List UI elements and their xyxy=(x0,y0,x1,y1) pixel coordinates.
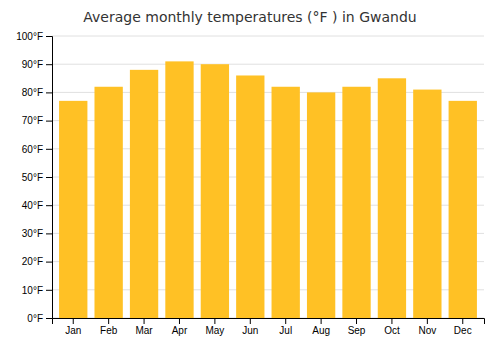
y-tick: 100°F xyxy=(16,31,52,42)
x-tick-label: Jul xyxy=(279,325,292,336)
y-axis: 0°F 10°F 20°F 30°F 40°F 50°F 60°F 70°F 80°F 90°F 1… xyxy=(16,31,52,324)
y-tick: 60°F xyxy=(22,144,52,155)
bar xyxy=(130,70,158,318)
y-tick-label: 0°F xyxy=(27,313,43,324)
x-tick-label: Sep xyxy=(348,325,366,336)
x-tick: Nov xyxy=(418,318,436,336)
bars xyxy=(59,61,477,318)
y-tick-label: 50°F xyxy=(22,172,43,183)
y-tick-mark xyxy=(46,177,52,178)
x-tick-label: Oct xyxy=(384,325,400,336)
x-tick: Mar xyxy=(135,318,153,336)
x-tick: Apr xyxy=(172,318,188,336)
x-tick: Feb xyxy=(100,318,118,336)
y-tick-label: 70°F xyxy=(22,115,43,126)
x-axis: Jan Feb Mar Apr May Jun Jul Aug Sep Oct Nov Dec xyxy=(53,318,485,336)
y-axis-line xyxy=(46,37,53,319)
bar xyxy=(59,101,87,318)
y-tick: 70°F xyxy=(22,115,52,126)
bar xyxy=(378,78,406,318)
x-tick-mark xyxy=(73,318,74,324)
x-axis-line xyxy=(53,319,485,325)
y-tick-label: 90°F xyxy=(22,59,43,70)
x-tick-mark xyxy=(427,318,428,324)
y-tick-mark xyxy=(46,233,52,234)
y-tick-label: 10°F xyxy=(22,285,43,296)
y-tick-mark xyxy=(46,318,52,319)
x-tick-label: Mar xyxy=(135,325,153,336)
y-tick-label: 30°F xyxy=(22,228,43,239)
y-tick-mark xyxy=(46,262,52,263)
bar xyxy=(94,87,122,318)
bar xyxy=(272,87,300,318)
y-tick: 10°F xyxy=(22,285,52,296)
y-tick-mark xyxy=(46,205,52,206)
x-tick-label: Dec xyxy=(454,325,472,336)
y-tick-label: 80°F xyxy=(22,87,43,98)
x-tick: Sep xyxy=(348,318,366,336)
bar xyxy=(165,61,193,318)
y-tick-mark xyxy=(46,92,52,93)
x-tick: Jan xyxy=(65,318,81,336)
x-tick-mark xyxy=(356,318,357,324)
y-tick: 0°F xyxy=(27,313,52,324)
y-tick: 40°F xyxy=(22,200,52,211)
x-tick: May xyxy=(205,318,224,336)
x-tick-label: Aug xyxy=(312,325,330,336)
x-tick-mark xyxy=(391,318,392,324)
y-tick: 30°F xyxy=(22,228,52,239)
bar xyxy=(413,90,441,318)
x-tick: Aug xyxy=(312,318,330,336)
y-tick-mark xyxy=(46,64,52,65)
x-tick-label: Feb xyxy=(100,325,118,336)
x-tick-mark xyxy=(144,318,145,324)
x-tick: Oct xyxy=(384,318,400,336)
x-tick-mark xyxy=(462,318,463,324)
y-tick: 50°F xyxy=(22,172,52,183)
y-tick-label: 20°F xyxy=(22,256,43,267)
y-tick-label: 40°F xyxy=(22,200,43,211)
bar xyxy=(201,64,229,318)
x-tick-mark xyxy=(285,318,286,324)
title: Average monthly temperatures (°F ) in Gw… xyxy=(83,9,416,25)
bar xyxy=(236,75,264,318)
y-tick-mark xyxy=(46,149,52,150)
x-tick-label: May xyxy=(205,325,224,336)
x-tick-label: Apr xyxy=(172,325,188,336)
bar xyxy=(342,87,370,318)
grid xyxy=(52,36,484,318)
x-tick-label: Jun xyxy=(242,325,258,336)
x-tick: Jun xyxy=(242,318,258,336)
x-tick-mark xyxy=(250,318,251,324)
y-tick-mark xyxy=(46,36,52,37)
x-tick-label: Jan xyxy=(65,325,81,336)
y-tick-label: 100°F xyxy=(16,31,43,42)
bar xyxy=(307,92,335,318)
x-tick-mark xyxy=(179,318,180,324)
x-tick-label: Nov xyxy=(418,325,436,336)
x-tick-mark xyxy=(214,318,215,324)
x-tick-mark xyxy=(321,318,322,324)
bar xyxy=(449,101,477,318)
y-tick: 20°F xyxy=(22,256,52,267)
plot: 0°F 10°F 20°F 30°F 40°F 50°F 60°F 70°F 80°F 90°F 1… xyxy=(16,31,484,336)
grid-line xyxy=(52,36,484,37)
y-tick-mark xyxy=(46,290,52,291)
x-tick: Dec xyxy=(454,318,472,336)
y-tick-label: 60°F xyxy=(22,144,43,155)
x-tick: Jul xyxy=(279,318,292,336)
x-tick-mark xyxy=(108,318,109,324)
grid-line xyxy=(52,64,484,65)
y-tick: 90°F xyxy=(22,59,52,70)
y-tick: 80°F xyxy=(22,87,52,98)
chart: Average monthly temperatures (°F ) in Gw… xyxy=(0,0,500,350)
y-tick-mark xyxy=(46,121,52,122)
